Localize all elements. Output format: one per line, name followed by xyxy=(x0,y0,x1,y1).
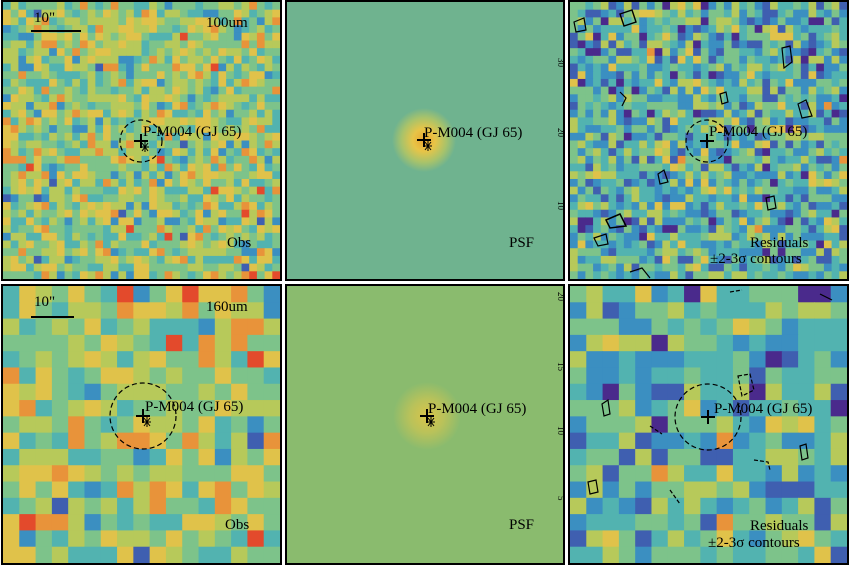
panel-label-obs: Obs xyxy=(227,235,252,251)
panel-label-residuals: Residuals xyxy=(750,518,809,534)
scale-bar xyxy=(31,316,74,318)
source-label: P-M004 (GJ 65) xyxy=(145,399,244,415)
psf-160um-map xyxy=(287,286,563,563)
source-label: P-M004 (GJ 65) xyxy=(709,124,808,140)
panel-label-contours: ±2-3σ contours xyxy=(710,251,802,267)
psf-100um-panel: P-M004 (GJ 65) PSF 30 20 10 xyxy=(285,0,565,281)
obs-100um-map xyxy=(3,2,280,279)
residuals-100um-map xyxy=(570,2,847,279)
source-label: P-M004 (GJ 65) xyxy=(143,124,242,140)
scale-label: 10" xyxy=(34,294,56,310)
psf-160um-panel: P-M004 (GJ 65) PSF 20 15 10 5 xyxy=(285,284,565,565)
panel-label-residuals: Residuals xyxy=(750,235,809,251)
panel-label-obs: Obs xyxy=(225,517,250,533)
band-label: 160um xyxy=(206,299,248,315)
panel-label-psf: PSF xyxy=(509,517,535,533)
source-label: P-M004 (GJ 65) xyxy=(428,401,527,417)
residuals-100um-panel: P-M004 (GJ 65) Residuals ±2-3σ contours xyxy=(568,0,849,281)
psf-100um-map xyxy=(287,2,563,279)
residuals-160um-panel: P-M004 (GJ 65) Residuals ±2-3σ contours xyxy=(568,284,849,565)
scale-bar xyxy=(31,30,81,32)
scale-label: 10" xyxy=(34,10,56,26)
panel-label-psf: PSF xyxy=(509,235,535,251)
source-label: P-M004 (GJ 65) xyxy=(714,401,813,417)
source-label: P-M004 (GJ 65) xyxy=(424,125,523,141)
obs-160um-panel: 10" 160um P-M004 (GJ 65) Obs xyxy=(1,284,282,565)
band-label: 100um xyxy=(206,15,248,31)
panel-label-contours: ±2-3σ contours xyxy=(708,535,800,551)
obs-100um-panel: 10" 100um P-M004 (GJ 65) Obs xyxy=(1,0,282,281)
